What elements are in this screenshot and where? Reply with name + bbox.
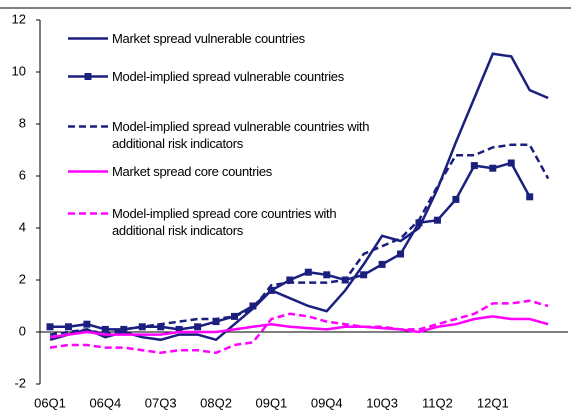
series-marker — [249, 302, 257, 310]
series-marker — [64, 323, 72, 331]
series-marker — [101, 325, 109, 333]
series-line — [49, 315, 549, 339]
series-marker — [397, 250, 405, 258]
series-line — [50, 161, 531, 331]
series-marker — [433, 216, 441, 224]
series-marker — [286, 276, 294, 284]
legend-label: Market spread core countries — [112, 164, 272, 179]
series-marker — [194, 323, 202, 331]
x-tick-label: 08Q2 — [200, 395, 232, 410]
y-tick-label: 12 — [12, 11, 26, 26]
y-tick-label: 4 — [19, 219, 26, 234]
legend-label: Model-implied spread vulnerable countrie… — [112, 119, 370, 151]
legend-label: Market spread vulnerable countries — [112, 31, 305, 46]
series-line — [49, 143, 550, 336]
y-tick-label: 8 — [19, 115, 26, 130]
y-tick-label: 0 — [19, 323, 26, 338]
series-marker — [489, 164, 497, 172]
y-tick-label: 2 — [19, 271, 26, 286]
y-tick-label: 10 — [12, 63, 26, 78]
series-marker — [378, 260, 386, 268]
legend-label: Model-implied spread vulnerable countrie… — [112, 69, 344, 84]
series-marker — [507, 159, 515, 167]
y-tick-label: -2 — [14, 375, 26, 390]
series-marker — [323, 271, 331, 279]
y-tick-label: 6 — [19, 167, 26, 182]
series-line — [49, 52, 549, 342]
series-marker — [120, 325, 128, 333]
series-line — [49, 299, 549, 355]
x-tick-label: 09Q1 — [255, 395, 287, 410]
series-marker — [212, 318, 220, 326]
series-marker — [175, 325, 183, 333]
series-marker — [267, 286, 275, 294]
legend-label: Model-implied spread core countries with… — [112, 206, 337, 238]
legend-marker — [84, 73, 92, 80]
x-tick-label: 06Q1 — [34, 395, 66, 410]
series-marker — [452, 195, 460, 203]
series-marker — [83, 320, 91, 328]
series-marker — [157, 323, 165, 331]
series-marker — [415, 219, 423, 227]
series-marker — [470, 162, 478, 170]
x-tick-label: 10Q3 — [366, 395, 398, 410]
x-tick-label: 09Q4 — [311, 395, 343, 410]
x-tick-label: 07Q3 — [145, 395, 177, 410]
series-marker — [304, 268, 312, 276]
x-tick-label: 11Q2 — [422, 395, 453, 410]
series-marker — [526, 193, 534, 201]
series-marker — [360, 271, 368, 279]
x-tick-label: 06Q4 — [89, 395, 121, 410]
series-marker — [46, 323, 54, 331]
x-tick-label: 12Q1 — [477, 395, 509, 410]
